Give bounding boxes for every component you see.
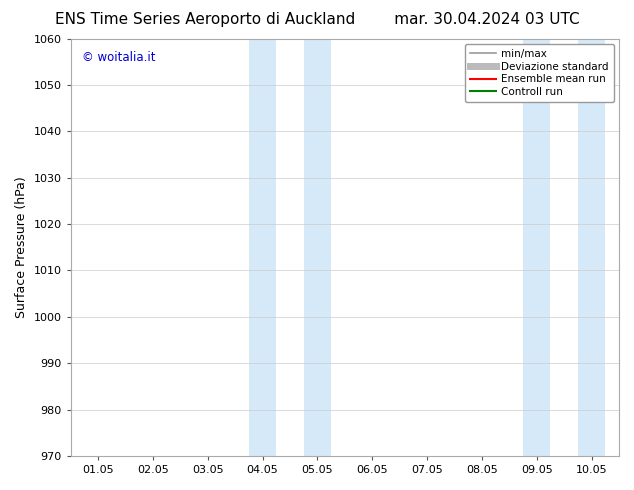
Text: ENS Time Series Aeroporto di Auckland        mar. 30.04.2024 03 UTC: ENS Time Series Aeroporto di Auckland ma… (55, 12, 579, 27)
Y-axis label: Surface Pressure (hPa): Surface Pressure (hPa) (15, 176, 28, 318)
Text: © woitalia.it: © woitalia.it (82, 51, 155, 64)
Bar (249, 39, 276, 456)
Legend: min/max, Deviazione standard, Ensemble mean run, Controll run: min/max, Deviazione standard, Ensemble m… (465, 44, 614, 102)
Bar (578, 39, 605, 456)
Bar (523, 39, 550, 456)
Bar (304, 39, 331, 456)
